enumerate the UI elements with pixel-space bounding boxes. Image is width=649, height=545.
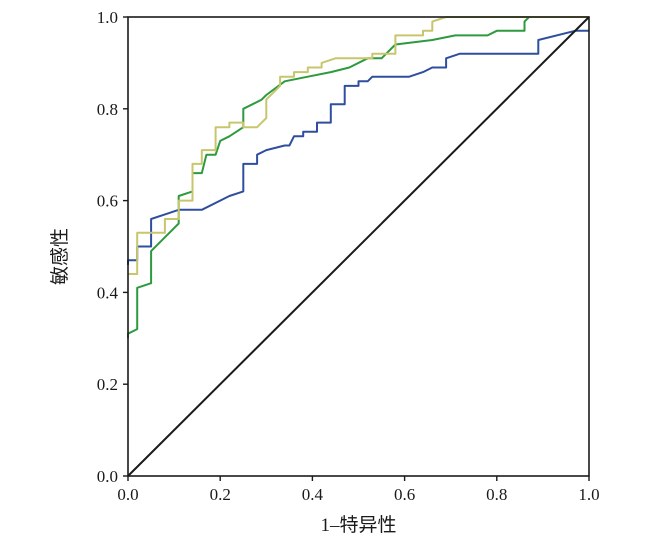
y-tick-label: 0.4: [97, 283, 119, 302]
plot-frame: [127, 16, 590, 477]
y-tick-label: 0.8: [97, 100, 118, 119]
x-tick-label: 0.0: [117, 485, 138, 504]
y-tick-label: 0.0: [97, 467, 118, 486]
yellow-roc-curve: [128, 16, 589, 275]
x-tick-label: 0.8: [486, 485, 507, 504]
blue-roc-curve: [127, 29, 589, 265]
x-axis-title: 1–特异性: [320, 514, 396, 536]
y-tick-label: 0.6: [97, 192, 118, 211]
y-axis-title: 敏感性: [49, 228, 71, 285]
y-tick-label: 1.0: [97, 8, 118, 27]
x-axis-ticks: 0.0 0.2 0.4 0.6 0.8 1.0: [117, 476, 600, 504]
diagonal-reference-line: [127, 16, 590, 477]
x-tick-label: 1.0: [578, 485, 599, 504]
y-axis-ticks: 0.0 0.2 0.4 0.6 0.8 1.0: [97, 8, 128, 486]
green-roc-curve: [127, 16, 589, 339]
x-tick-label: 0.6: [394, 485, 415, 504]
series-layer: [127, 16, 590, 477]
y-tick-label: 0.2: [97, 375, 118, 394]
x-tick-label: 0.2: [210, 485, 231, 504]
x-tick-label: 0.4: [302, 485, 324, 504]
